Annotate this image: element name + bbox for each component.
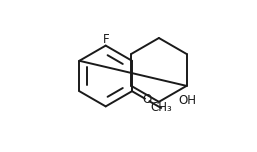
Text: CH₃: CH₃ [150, 101, 172, 114]
Text: OH: OH [178, 94, 196, 107]
Text: O: O [143, 93, 152, 106]
Text: F: F [102, 33, 109, 46]
